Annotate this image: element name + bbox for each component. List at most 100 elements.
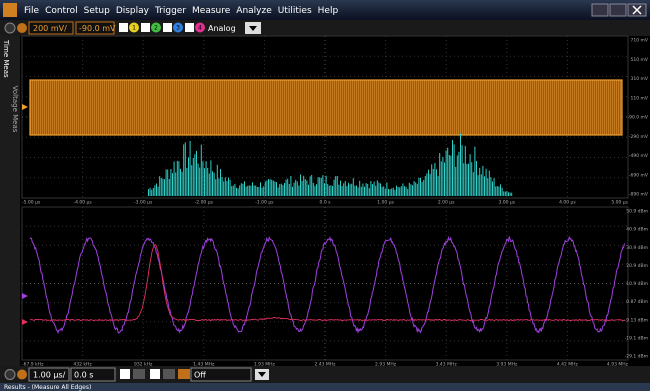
histogram-bar: [186, 167, 188, 196]
histogram-bar: [496, 186, 498, 196]
x-axis-label: 1.43 MHz: [193, 362, 215, 368]
histogram-bar: [468, 163, 469, 196]
histogram-bar: [279, 184, 281, 196]
histogram-bar: [151, 189, 153, 196]
menu-item[interactable]: Setup: [84, 6, 110, 16]
channel-toggle[interactable]: [195, 22, 205, 33]
histogram-bar: [284, 182, 285, 196]
channel-number: 3: [176, 25, 180, 32]
horizontal-button[interactable]: [4, 369, 16, 380]
histogram-bar: [424, 175, 426, 196]
y-axis-label: 110 mV: [631, 95, 649, 101]
channel-toggle[interactable]: [173, 22, 183, 33]
histogram-bar: [154, 185, 156, 196]
channel-toggle[interactable]: [129, 22, 139, 33]
menu-item[interactable]: Trigger: [154, 6, 186, 16]
dropdown-arrow: [258, 372, 266, 377]
histogram-bar: [349, 184, 351, 196]
histogram-bar: [472, 172, 474, 196]
trigger-mode: Off: [194, 371, 206, 380]
histogram-bar: [164, 179, 165, 196]
side-tab[interactable]: Voltage Meas: [11, 86, 19, 133]
histogram-bar: [218, 178, 220, 196]
menu-item[interactable]: Control: [45, 6, 78, 16]
x-axis-label: 4.42 MHz: [557, 362, 579, 368]
status-bar: [0, 383, 650, 391]
histogram-bar: [346, 186, 348, 196]
x-axis-label: -2.00 µs: [195, 200, 214, 206]
histogram-bar: [359, 180, 361, 196]
position-field[interactable]: [70, 367, 116, 382]
histogram-bar: [469, 154, 471, 196]
channel-icon[interactable]: [17, 23, 27, 33]
bottom-toolbar: [0, 366, 650, 383]
histogram-bar: [264, 181, 266, 196]
histogram-bar: [426, 173, 428, 196]
y-axis-label: -690 mV: [629, 172, 649, 178]
timebase-position: 0.0 s: [74, 371, 93, 380]
histogram-bar: [394, 189, 396, 196]
histogram-bar: [204, 168, 205, 196]
histogram-bar: [277, 187, 279, 196]
minimize-button[interactable]: [591, 3, 609, 17]
histogram-bar: [399, 187, 401, 196]
histogram-bar: [316, 184, 317, 196]
histogram-bar: [314, 185, 316, 196]
menu-item[interactable]: Utilities: [278, 6, 312, 16]
horizontal-icon[interactable]: [17, 369, 27, 380]
histogram-bar: [421, 181, 423, 196]
histogram-bar: [287, 178, 289, 196]
channel-checkbox[interactable]: [185, 23, 194, 32]
histogram-bar: [391, 188, 393, 196]
histogram-bar: [293, 182, 295, 196]
channel-checkbox[interactable]: [141, 23, 150, 32]
channel-toggle[interactable]: [151, 22, 161, 33]
x-axis-label: 3.43 MHz: [436, 362, 458, 368]
menu-item[interactable]: Display: [116, 6, 150, 16]
histogram-bar: [348, 182, 349, 196]
toolbar: [0, 20, 650, 36]
menu-item[interactable]: File: [24, 6, 40, 16]
histogram-bar: [384, 188, 386, 196]
histogram-bar: [295, 179, 297, 196]
x-axis-label: -1.00 µs: [255, 200, 274, 206]
offset-field[interactable]: [75, 21, 115, 35]
y-axis-label: 40.9 dBm: [626, 227, 648, 233]
histogram-bar: [191, 165, 193, 196]
menu-item[interactable]: Analyze: [236, 6, 272, 16]
histogram-bar: [215, 179, 217, 196]
histogram-bar: [216, 164, 218, 196]
menu-item[interactable]: Measure: [192, 6, 231, 16]
histogram-bar: [188, 157, 189, 196]
histogram-bar: [308, 184, 309, 196]
side-tab[interactable]: Time Meas: [2, 39, 10, 78]
histogram-bar: [335, 176, 337, 196]
histogram-bar: [231, 186, 233, 196]
checkbox[interactable]: [150, 369, 160, 379]
trigger-field[interactable]: [190, 367, 252, 382]
icon-button[interactable]: [133, 369, 145, 379]
histogram-bar: [156, 183, 157, 196]
channel-checkbox[interactable]: [163, 23, 172, 32]
histogram-bar: [162, 178, 164, 196]
icon-button[interactable]: [163, 369, 175, 379]
x-axis-label: -5.00 µs: [22, 200, 41, 206]
timebase-field[interactable]: [28, 367, 70, 382]
channel-waveform: [29, 235, 625, 335]
histogram-bar: [200, 144, 202, 196]
histogram-bar: [461, 145, 463, 196]
histogram-bar: [207, 167, 209, 196]
channel-checkbox[interactable]: [119, 23, 128, 32]
channel-button[interactable]: [4, 22, 16, 34]
scale-field[interactable]: [28, 21, 74, 35]
checkbox[interactable]: [120, 369, 130, 379]
histogram-bar: [488, 170, 490, 196]
menu-item[interactable]: Help: [318, 6, 339, 16]
histogram-bar: [405, 186, 407, 196]
histogram-bar: [479, 167, 481, 196]
histogram-bar: [149, 187, 151, 196]
trigger-icon[interactable]: [178, 369, 190, 379]
maximize-button[interactable]: [609, 3, 627, 17]
histogram-bar: [332, 185, 333, 196]
